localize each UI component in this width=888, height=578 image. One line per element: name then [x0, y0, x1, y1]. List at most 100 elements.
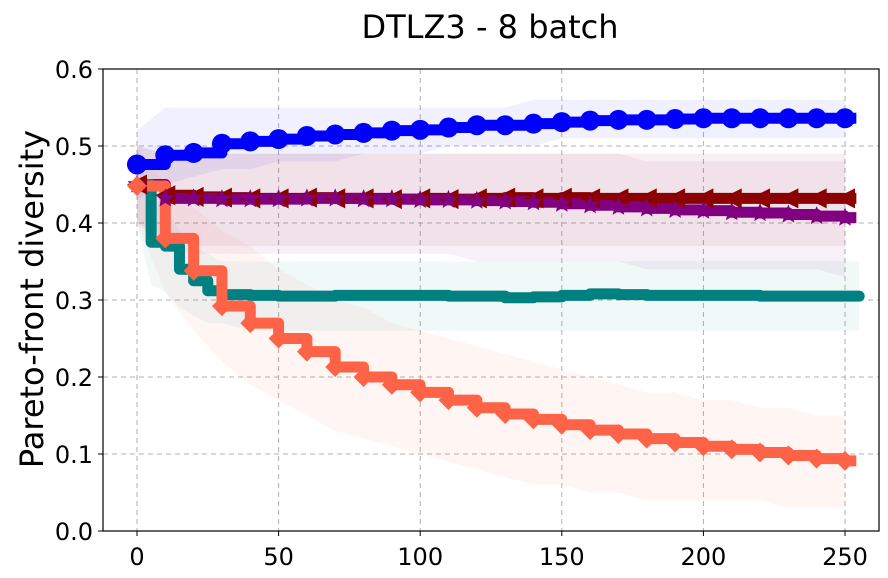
x-tick-label: 50	[263, 543, 294, 571]
point-tomato	[211, 296, 232, 317]
point-blue	[126, 154, 147, 175]
series-markers	[126, 108, 856, 471]
point-dark-red	[665, 188, 686, 209]
point-tomato	[523, 409, 544, 430]
point-tomato	[806, 448, 827, 469]
point-blue	[466, 115, 487, 136]
point-blue	[835, 108, 856, 129]
point-blue	[806, 108, 827, 129]
band-teal	[136, 146, 860, 331]
point-dark-red	[835, 188, 856, 209]
x-tick-label: 0	[129, 543, 144, 571]
point-purple	[637, 198, 657, 217]
point-blue	[155, 145, 176, 166]
point-tomato	[296, 341, 317, 362]
point-tomato	[636, 428, 657, 449]
point-purple	[807, 206, 827, 225]
point-tomato	[353, 367, 374, 387]
point-tomato	[778, 445, 799, 466]
point-tomato	[438, 390, 459, 411]
point-blue	[608, 109, 629, 130]
point-blue	[665, 109, 686, 130]
point-tomato	[268, 328, 289, 349]
point-purple	[297, 188, 317, 207]
point-dark-red	[750, 188, 771, 209]
point-blue	[353, 122, 374, 143]
point-blue	[523, 113, 544, 134]
point-blue	[778, 108, 799, 129]
point-blue	[580, 110, 601, 131]
tick-labels: 0 50 100 150 200 250 0.0 0.1 0.2 0.3 0.4 0.5 0.6	[55, 56, 868, 571]
point-purple	[722, 202, 742, 221]
y-tick-label: 0.4	[55, 210, 93, 238]
point-purple	[750, 203, 770, 222]
point-blue	[495, 115, 516, 136]
x-tick-label: 100	[397, 543, 443, 571]
point-tomato	[183, 260, 204, 281]
point-tomato	[580, 420, 601, 441]
band-tomato	[136, 146, 846, 508]
point-tomato	[495, 403, 516, 424]
y-tick-label: 0.3	[55, 287, 93, 315]
x-tick-label: 200	[681, 543, 727, 571]
point-purple	[835, 207, 855, 226]
x-tick-label: 150	[539, 543, 585, 571]
point-purple	[552, 193, 572, 212]
point-purple	[524, 192, 543, 211]
point-dark-red	[806, 188, 827, 209]
point-tomato	[665, 432, 686, 453]
y-tick-label: 0.0	[55, 518, 93, 546]
point-dark-red	[721, 188, 742, 209]
point-blue	[410, 119, 431, 140]
point-blue	[325, 124, 346, 145]
point-tomato	[126, 176, 147, 197]
point-blue	[240, 131, 261, 152]
band-purple	[136, 146, 846, 277]
point-tomato	[608, 423, 629, 444]
point-purple	[325, 188, 345, 207]
point-tomato	[551, 414, 572, 435]
point-purple	[155, 188, 175, 207]
point-tomato	[325, 356, 346, 377]
point-purple	[608, 196, 628, 215]
point-tomato	[240, 313, 261, 334]
point-blue	[268, 129, 289, 150]
point-blue	[551, 112, 572, 133]
point-blue	[636, 109, 657, 130]
x-tick-label: 250	[822, 543, 868, 571]
point-dark-red	[636, 188, 657, 209]
point-purple	[382, 189, 402, 208]
y-tick-label: 0.2	[55, 364, 93, 392]
chart-title: DTLZ3 - 8 batch	[361, 8, 618, 46]
point-blue	[211, 133, 232, 154]
y-tick-label: 0.1	[55, 441, 93, 469]
point-purple	[269, 189, 289, 208]
point-dark-red	[693, 188, 714, 209]
point-purple	[665, 199, 685, 218]
point-purple	[778, 204, 798, 223]
point-tomato	[693, 436, 714, 457]
point-purple	[693, 200, 713, 219]
point-blue	[438, 117, 459, 138]
point-purple	[212, 189, 232, 208]
point-dark-red	[778, 188, 799, 209]
point-purple	[354, 189, 374, 208]
point-purple	[495, 191, 515, 210]
confidence-bands	[136, 99, 860, 508]
point-blue	[721, 108, 742, 129]
point-tomato	[155, 228, 176, 249]
point-tomato	[466, 397, 487, 418]
point-purple	[184, 188, 204, 207]
point-tomato	[750, 442, 771, 463]
point-blue	[296, 125, 317, 146]
point-blue	[381, 120, 402, 141]
point-blue	[693, 108, 714, 129]
point-tomato	[381, 374, 402, 395]
y-axis-label: Pareto-front diversity	[13, 130, 51, 468]
point-tomato	[721, 439, 742, 460]
point-tomato	[835, 450, 856, 471]
point-blue	[750, 108, 771, 129]
point-tomato	[410, 382, 431, 403]
point-purple	[410, 189, 430, 208]
